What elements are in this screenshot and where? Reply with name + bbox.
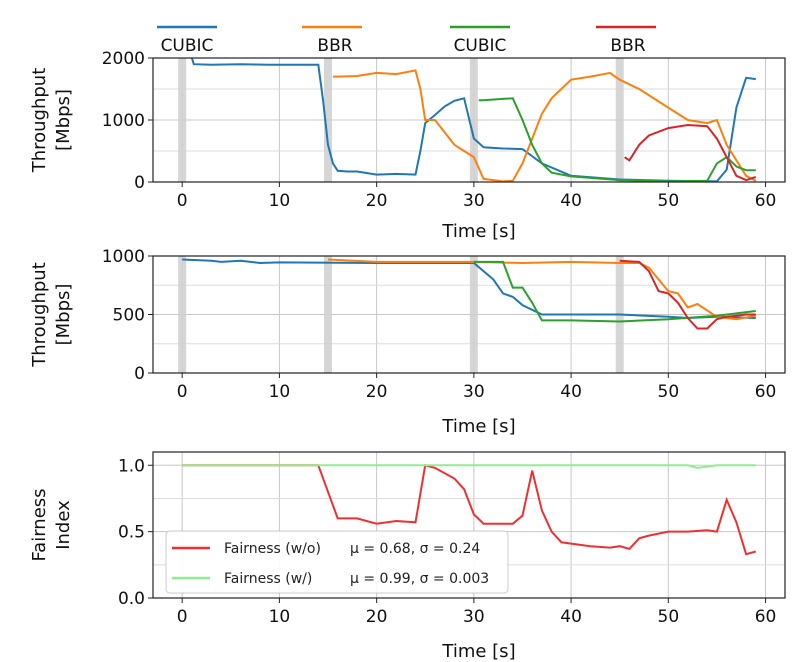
- y-axis-label: Throughput: [29, 68, 50, 174]
- x-tick-label: 20: [366, 382, 388, 402]
- top-legend: CUBIC BBR CUBIC BBR: [157, 25, 656, 56]
- shaded-period: [178, 58, 187, 182]
- x-tick-label: 40: [560, 382, 582, 402]
- x-tick-label: 0: [177, 607, 188, 627]
- legend-box: [165, 530, 509, 594]
- x-axis-label: Time [s]: [441, 416, 515, 437]
- shaded-period: [615, 58, 624, 182]
- y-axis-label: Index: [53, 500, 74, 550]
- y-tick-label: 1000: [102, 247, 145, 267]
- x-tick-label: 60: [755, 607, 777, 627]
- y-tick-label: 2000: [102, 49, 145, 69]
- series-line-bbr-3: [619, 259, 756, 330]
- series-line-cubic-0: [182, 258, 756, 320]
- x-tick-label: 20: [366, 607, 388, 627]
- x-tick-label: 20: [366, 191, 388, 211]
- series-line-cubic-2: [473, 260, 756, 323]
- y-axis-label: [Mbps]: [53, 284, 74, 346]
- series-line-fairness-w-o--0: [182, 464, 757, 556]
- legend-label-cubic-1: CUBIC: [161, 36, 214, 56]
- chart-panel-middle: 0 10 20 30 40 50 60 0 500 1000 Time [s] Throughput[…: [29, 247, 786, 437]
- series-line-cubic-2: [478, 97, 756, 182]
- legend-label-bbr-1: BBR: [317, 36, 352, 56]
- x-axis-label: Time [s]: [441, 221, 515, 242]
- y-tick-label: 1000: [102, 111, 145, 131]
- x-tick-label: 0: [177, 382, 188, 402]
- x-tick-label: 30: [463, 607, 485, 627]
- x-tick-label: 0: [177, 191, 188, 211]
- legend-label-fairness-wo: Fairness (w/o): [224, 541, 321, 557]
- y-tick-label: 1.0: [118, 456, 145, 476]
- y-tick-label: 0: [134, 364, 145, 384]
- x-tick-label: 50: [658, 607, 680, 627]
- fairness-legend: Fairness (w/o) μ = 0.68, σ = 0.24 Fairne…: [165, 530, 509, 594]
- x-axis-label: Time [s]: [441, 641, 515, 662]
- series-line-bbr-3: [624, 123, 757, 182]
- axes-frame: [152, 451, 786, 599]
- x-tick-label: 60: [755, 382, 777, 402]
- legend-stats-fairness-wo: μ = 0.68, σ = 0.24: [350, 541, 480, 557]
- x-tick-label: 10: [269, 607, 291, 627]
- legend-stats-fairness-w: μ = 0.99, σ = 0.003: [350, 571, 489, 587]
- series-line-bbr-1: [327, 258, 756, 321]
- shaded-period: [324, 256, 333, 373]
- shaded-period: [469, 58, 478, 182]
- y-tick-label: 0: [134, 173, 145, 193]
- y-axis-label: [Mbps]: [53, 89, 74, 151]
- y-tick-label: 0.5: [118, 523, 145, 543]
- x-tick-label: 10: [269, 382, 291, 402]
- legend-label-fairness-w: Fairness (w/): [224, 571, 312, 587]
- x-tick-label: 60: [755, 191, 777, 211]
- series-line-fairness-w--1: [182, 464, 756, 469]
- y-axis-label: Throughput: [29, 262, 50, 368]
- legend-label-cubic-2: CUBIC: [454, 36, 507, 56]
- x-tick-label: 50: [658, 191, 680, 211]
- x-tick-label: 40: [560, 607, 582, 627]
- x-tick-label: 40: [560, 191, 582, 211]
- chart-panel-top: 0 10 20 30 40 50 60 0 1000 2000 Time [s] Throughput…: [29, 49, 786, 242]
- y-tick-label: 0.0: [118, 589, 145, 609]
- series-line-bbr-1: [332, 69, 757, 182]
- x-tick-label: 10: [269, 191, 291, 211]
- y-tick-label: 500: [113, 306, 145, 326]
- shaded-period: [178, 256, 187, 373]
- x-tick-label: 30: [463, 382, 485, 402]
- y-axis-label: Fairness: [29, 488, 50, 561]
- shaded-period: [469, 256, 478, 373]
- x-tick-label: 50: [658, 382, 680, 402]
- legend-label-bbr-2: BBR: [610, 36, 645, 56]
- shaded-period: [324, 58, 333, 182]
- x-tick-label: 30: [463, 191, 485, 211]
